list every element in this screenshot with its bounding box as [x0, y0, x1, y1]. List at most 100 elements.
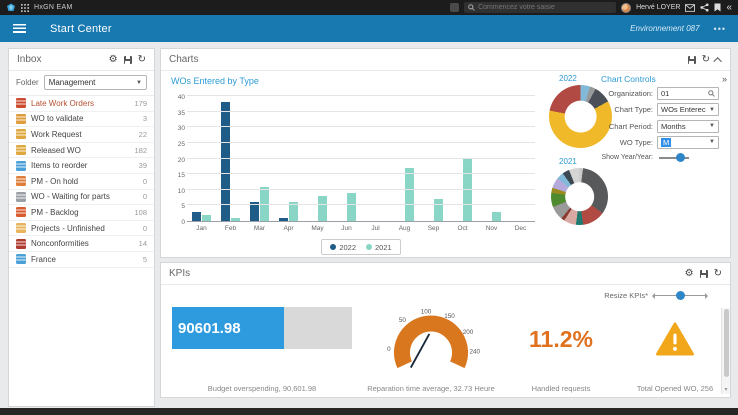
gridline	[187, 110, 535, 112]
document-icon	[16, 223, 26, 234]
folder-select[interactable]: Management ▼	[43, 75, 147, 90]
menu-icon[interactable]	[13, 24, 26, 33]
chevron-down-icon: ▼	[709, 106, 715, 113]
donut-chart-2022	[549, 85, 612, 148]
inbox-item-label: Nonconformities	[31, 239, 89, 249]
bar-2021-Apr	[289, 202, 298, 221]
inbox-item-count: 39	[138, 161, 147, 171]
environment-label: Environnement 087	[630, 24, 700, 33]
inbox-item[interactable]: France 5	[9, 252, 154, 268]
x-tick-label: Jan	[196, 225, 207, 232]
gauge-tick-label: 150	[444, 313, 455, 320]
x-tick-label: Oct	[457, 225, 468, 232]
inbox-item[interactable]: Projects - Unfinished 0	[9, 221, 154, 237]
donut-2022-label[interactable]: 2022	[559, 74, 577, 83]
inbox-item-count: 0	[142, 176, 147, 186]
bar-2021-Jun	[347, 192, 356, 221]
y-tick-label: 40	[177, 94, 185, 101]
collapse-panel-icon[interactable]	[713, 56, 722, 66]
inbox-item[interactable]: WO to validate 3	[9, 112, 154, 128]
gridline	[187, 204, 535, 206]
bar-group	[332, 192, 361, 221]
gear-icon[interactable]: ⚙	[108, 53, 118, 65]
inbox-item[interactable]: Work Request 22	[9, 127, 154, 143]
kpis-title: KPIs	[169, 268, 191, 279]
gear-icon[interactable]: ⚙	[684, 267, 694, 279]
inbox-item[interactable]: PM - Backlog 108	[9, 205, 154, 221]
show-yoy-toggle[interactable]	[659, 153, 689, 163]
search-input[interactable]	[478, 4, 613, 11]
x-tick-label: Aug	[398, 225, 411, 232]
donut-chart-2021	[551, 168, 608, 225]
refresh-icon[interactable]: ↻	[137, 54, 146, 65]
app-grid-icon[interactable]	[21, 3, 29, 12]
scrollbar-thumb[interactable]	[723, 309, 729, 377]
bookmark-icon[interactable]	[714, 3, 721, 12]
refresh-icon[interactable]: ↻	[701, 54, 710, 65]
lookup-icon[interactable]	[708, 90, 715, 97]
bar-group	[216, 102, 245, 221]
chart-type-value: WOs Enterec	[661, 105, 706, 115]
inbox-item[interactable]: Late Work Orders 179	[9, 96, 154, 112]
window-icon[interactable]	[450, 3, 460, 12]
document-icon	[16, 176, 26, 187]
more-options-icon[interactable]: •••	[713, 23, 726, 34]
legend-item[interactable]: 2021	[366, 243, 392, 252]
bar-2021-Sep	[434, 199, 443, 221]
top-bar: HxGN EAM Hervé LOYER «	[0, 0, 738, 15]
wo-type-select[interactable]: M ▼	[657, 135, 719, 149]
global-search	[464, 2, 617, 13]
bar-2021-Oct	[463, 158, 472, 221]
inbox-item[interactable]: Nonconformities 14	[9, 236, 154, 252]
inbox-item[interactable]: Released WO 182	[9, 143, 154, 159]
chart-controls-title: Chart Controls	[601, 74, 656, 84]
x-tick-label: Nov	[485, 225, 498, 232]
document-icon	[16, 145, 26, 156]
legend-item[interactable]: 2022	[330, 243, 356, 252]
user-name[interactable]: Hervé LOYER	[636, 4, 681, 11]
resize-kpis-slider[interactable]	[652, 290, 708, 300]
bar-2021-Mar	[260, 186, 269, 221]
mail-icon[interactable]	[685, 3, 696, 12]
app-name: HxGN EAM	[34, 4, 73, 11]
inbox-item-count: 14	[138, 239, 147, 249]
chart-period-select[interactable]: Months ▼	[657, 119, 719, 133]
x-tick-label: Apr	[283, 225, 294, 232]
gauge-tick-label: 100	[421, 309, 432, 316]
chart-type-select[interactable]: WOs Enterec ▼	[657, 103, 719, 117]
bar-2022-Jan	[192, 211, 201, 221]
y-tick-label: 25	[177, 140, 185, 148]
inbox-title: Inbox	[17, 54, 42, 65]
bar-2021-Aug	[405, 167, 414, 221]
scrollbar[interactable]: ▾	[721, 308, 730, 394]
save-icon[interactable]	[699, 269, 708, 278]
bar-group	[477, 211, 506, 221]
scroll-down-icon[interactable]: ▾	[724, 387, 728, 393]
donut-2021-label[interactable]: 2021	[559, 157, 577, 166]
x-tick-label: Dec	[514, 225, 527, 232]
inbox-item-label: WO to validate	[31, 114, 84, 124]
inbox-item-count: 0	[142, 223, 147, 233]
toggle-knob[interactable]	[676, 153, 685, 163]
slider-knob[interactable]	[676, 290, 685, 300]
save-icon[interactable]	[687, 55, 696, 64]
handled-caption: Handled requests	[531, 384, 591, 393]
collapse-left-icon[interactable]: «	[726, 2, 732, 13]
charts-panel: Charts ↻ WOs Entered by Type 0 5 10 15 20 25 3…	[160, 48, 731, 258]
share-icon[interactable]	[700, 3, 709, 12]
save-icon[interactable]	[123, 55, 132, 64]
organization-input[interactable]: 01	[657, 87, 719, 101]
folder-label: Folder	[16, 78, 39, 87]
expand-controls-icon[interactable]: »	[721, 74, 727, 84]
inbox-item[interactable]: Items to reorder 39	[9, 158, 154, 174]
y-tick-label: 30	[177, 125, 185, 133]
user-avatar[interactable]	[621, 2, 632, 13]
inbox-item[interactable]: PM - On hold 0	[9, 174, 154, 190]
inbox-item-label: Released WO	[31, 145, 81, 155]
bar-group	[419, 199, 448, 221]
bar-chart-title[interactable]: WOs Entered by Type	[171, 76, 259, 86]
inbox-item[interactable]: WO - Waiting for parts 0	[9, 190, 154, 206]
bar-group	[303, 196, 332, 221]
refresh-icon[interactable]: ↻	[713, 268, 722, 279]
gauge-tick-label: 240	[470, 348, 481, 355]
